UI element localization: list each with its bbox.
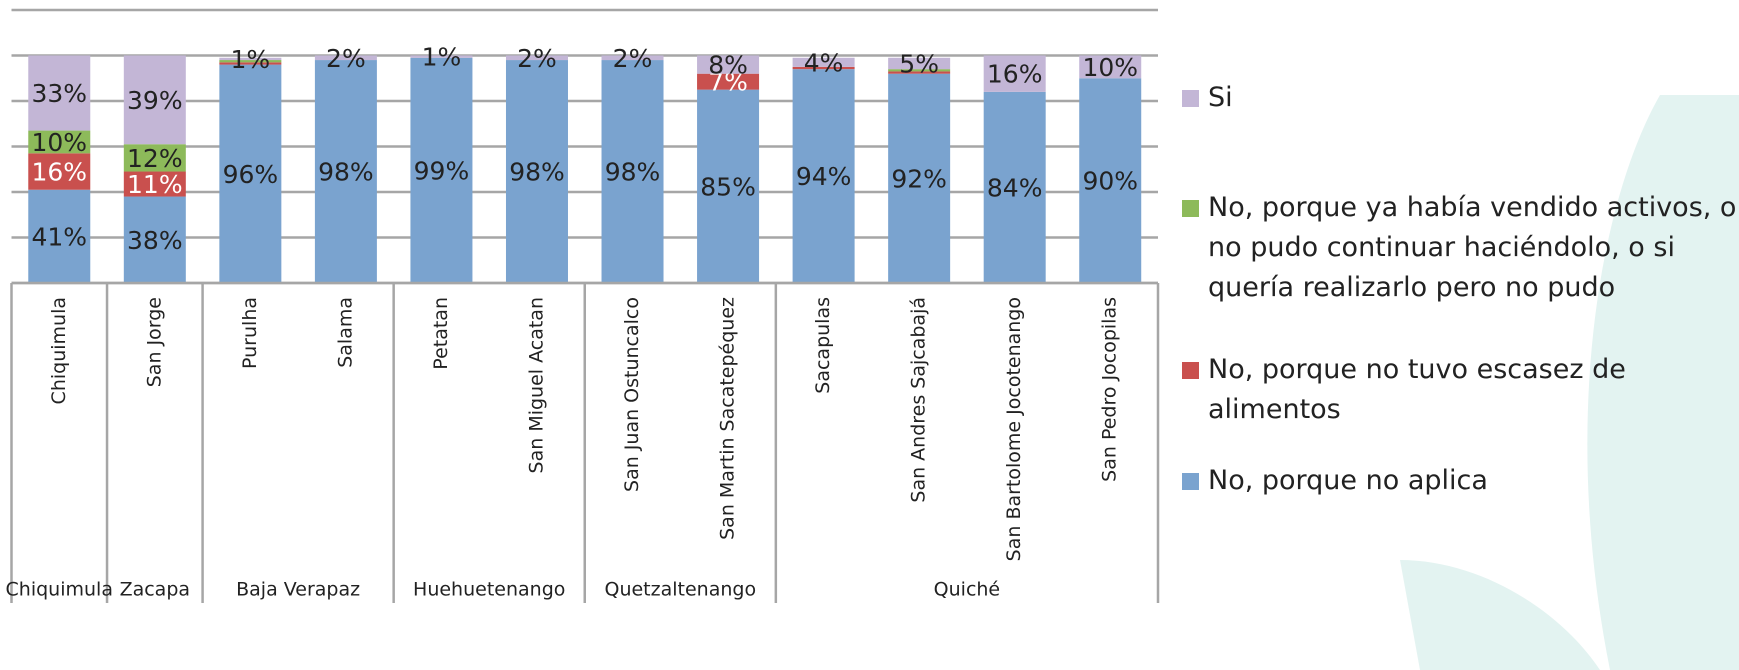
data-label: 41%	[31, 222, 87, 251]
data-label: 11%	[127, 170, 183, 199]
x-tick-label: Chiquimula	[48, 297, 70, 404]
data-label: 2%	[517, 44, 557, 73]
bar-segment	[888, 57, 951, 70]
data-label: 12%	[127, 144, 183, 173]
data-label: 2%	[326, 44, 366, 73]
decoration	[1587, 95, 1739, 670]
data-label: 10%	[1082, 53, 1138, 82]
bar-segment	[123, 55, 186, 145]
bar-segment	[888, 73, 951, 283]
bar-segment	[601, 55, 664, 61]
bar-segment	[410, 57, 473, 284]
data-label: 84%	[987, 173, 1043, 202]
group-label: Chiquimula	[6, 579, 113, 601]
data-label: 85%	[700, 172, 756, 201]
data-label: 99%	[414, 156, 470, 185]
legend-swatch	[1182, 473, 1199, 490]
bar-segment	[410, 55, 473, 58]
data-label: 2%	[613, 44, 653, 73]
data-label: 96%	[223, 160, 279, 189]
data-label: 5%	[899, 49, 939, 78]
data-label: 94%	[796, 162, 852, 191]
x-tick-label: Salama	[334, 297, 356, 368]
data-label: 16%	[31, 158, 87, 187]
bar-segment	[123, 171, 186, 197]
bar-segment	[28, 189, 91, 283]
bar-segment	[505, 55, 568, 61]
bar-segment	[219, 57, 282, 61]
group-label: Baja Verapaz	[236, 579, 360, 601]
x-tick-label: Petatan	[430, 297, 452, 370]
bar-segment	[792, 57, 855, 67]
data-label: 98%	[605, 158, 661, 187]
bar-segment	[28, 55, 91, 131]
bar-segment	[697, 89, 760, 283]
legend-label: No, porque ya había vendido activos, o n…	[1208, 192, 1737, 303]
data-label: 38%	[127, 226, 183, 255]
data-label: 16%	[987, 60, 1043, 89]
bar-segment	[123, 196, 186, 283]
x-tick-label: San Martin Sacatepéquez	[717, 297, 739, 540]
bar-segment	[1079, 78, 1142, 283]
data-label: 4%	[804, 48, 844, 77]
bar-segment	[505, 60, 568, 283]
data-label: 39%	[127, 86, 183, 115]
data-label: 98%	[509, 158, 565, 187]
x-tick-label: San Jorge	[143, 297, 165, 387]
legend-swatch	[1182, 200, 1199, 217]
bar-segment	[792, 69, 855, 284]
data-label: 1%	[422, 43, 462, 72]
bar-segment	[697, 55, 760, 74]
bar-segment	[888, 71, 951, 74]
bar-segment	[219, 62, 282, 65]
group-label: Quiché	[934, 579, 1000, 601]
data-label: 33%	[31, 79, 87, 108]
x-tick-label: Sacapulas	[812, 297, 834, 394]
group-label: Huehuetenango	[413, 579, 565, 601]
legend-entry: No, porque no aplica	[1182, 461, 1739, 501]
bar-segment	[314, 55, 377, 61]
legend-swatch	[1182, 362, 1199, 379]
bar-segment	[792, 66, 855, 70]
group-label: Quetzaltenango	[604, 579, 756, 601]
bar-segment	[983, 55, 1046, 92]
legend-entry: Si	[1182, 78, 1739, 118]
x-tick-label: San Bartolome Jocotenango	[1003, 297, 1025, 561]
legend-swatch	[1182, 90, 1199, 107]
data-label: 98%	[318, 158, 374, 187]
bar-segment	[697, 73, 760, 90]
bar-segment	[219, 60, 282, 63]
decoration	[1400, 560, 1600, 670]
legend-label: No, porque no aplica	[1208, 465, 1488, 496]
bar-segment	[983, 91, 1046, 284]
group-label: Zacapa	[120, 579, 190, 601]
x-tick-label: San Miguel Acatan	[525, 297, 547, 473]
x-tick-label: San Pedro Jocopilas	[1099, 297, 1121, 482]
bar-segment	[888, 69, 951, 72]
x-tick-label: San Juan Ostuncalco	[621, 297, 643, 492]
data-label: 92%	[891, 164, 947, 193]
legend-entry: No, porque ya había vendido activos, o n…	[1182, 188, 1739, 308]
legend-label: Si	[1208, 82, 1233, 113]
x-tick-label: Purulha	[239, 297, 261, 369]
bar-segment	[1079, 55, 1142, 79]
legend-entry: No, porque no tuvo escasez de alimentos	[1182, 350, 1739, 430]
bar-segment	[28, 130, 91, 154]
bar-segment	[219, 64, 282, 283]
bar-segment	[314, 60, 377, 283]
data-label: 8%	[708, 51, 748, 80]
data-label: 90%	[1082, 167, 1138, 196]
bar-segment	[123, 144, 186, 172]
bar-segment	[601, 60, 664, 283]
x-tick-label: San Andres Sajcabajá	[908, 297, 930, 503]
data-label: 1%	[231, 45, 271, 74]
bar-segment	[28, 153, 91, 190]
legend-label: No, porque no tuvo escasez de alimentos	[1208, 354, 1626, 425]
data-label: 10%	[31, 128, 87, 157]
